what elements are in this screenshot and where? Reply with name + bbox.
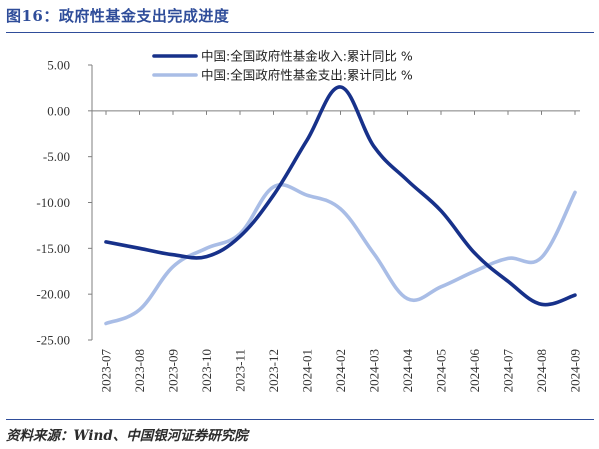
x-tick-label: 2023-07 — [99, 349, 114, 393]
footer-divider — [6, 419, 594, 420]
x-tick-label: 2024-01 — [300, 349, 315, 392]
x-tick-label: 2024-03 — [367, 349, 382, 392]
series-line-expenditure — [104, 182, 577, 326]
x-tick-label: 2023-11 — [233, 349, 248, 392]
x-tick-label: 2023-12 — [266, 349, 281, 392]
x-tick-label: 2023-09 — [166, 349, 181, 392]
legend-label: 中国:全国政府性基金收入:累计同比 % — [201, 49, 413, 64]
y-tick-label: -5.00 — [43, 149, 70, 164]
x-tick-label: 2024-02 — [333, 349, 348, 392]
y-tick-label: 5.00 — [47, 58, 70, 73]
source-note: 资料来源：Wind、中国银河证券研究院 — [6, 428, 248, 444]
legend: 中国:全国政府性基金收入:累计同比 % 中国:全国政府性基金支出:累计同比 % — [152, 49, 413, 83]
y-tick-label: -25.00 — [36, 333, 70, 348]
x-tick-label: 2024-06 — [467, 349, 482, 393]
x-tick-label: 2024-08 — [534, 349, 549, 392]
x-tick-label: 2023-10 — [199, 349, 214, 392]
x-tick-label: 2024-04 — [400, 349, 415, 393]
x-tick-label: 2024-05 — [434, 349, 449, 392]
series-line-revenue — [104, 85, 577, 307]
x-tick-label: 2024-07 — [501, 349, 516, 393]
x-tick-label: 2024-09 — [568, 349, 583, 392]
chart-title: 图16：政府性基金支出完成进度 — [6, 7, 230, 25]
axes: 5.00 0.00 -5.00 -10.00 -15.00 -20.00 -25.00 202… — [36, 58, 582, 393]
y-tick-label: 0.00 — [47, 103, 70, 118]
title-divider — [6, 32, 594, 33]
series-lines — [104, 85, 577, 326]
y-tick-label: -20.00 — [36, 287, 70, 302]
y-tick-label: -10.00 — [36, 195, 70, 210]
x-tick-label: 2023-08 — [132, 349, 147, 392]
legend-label: 中国:全国政府性基金支出:累计同比 % — [201, 68, 413, 83]
y-tick-label: -15.00 — [36, 241, 70, 256]
